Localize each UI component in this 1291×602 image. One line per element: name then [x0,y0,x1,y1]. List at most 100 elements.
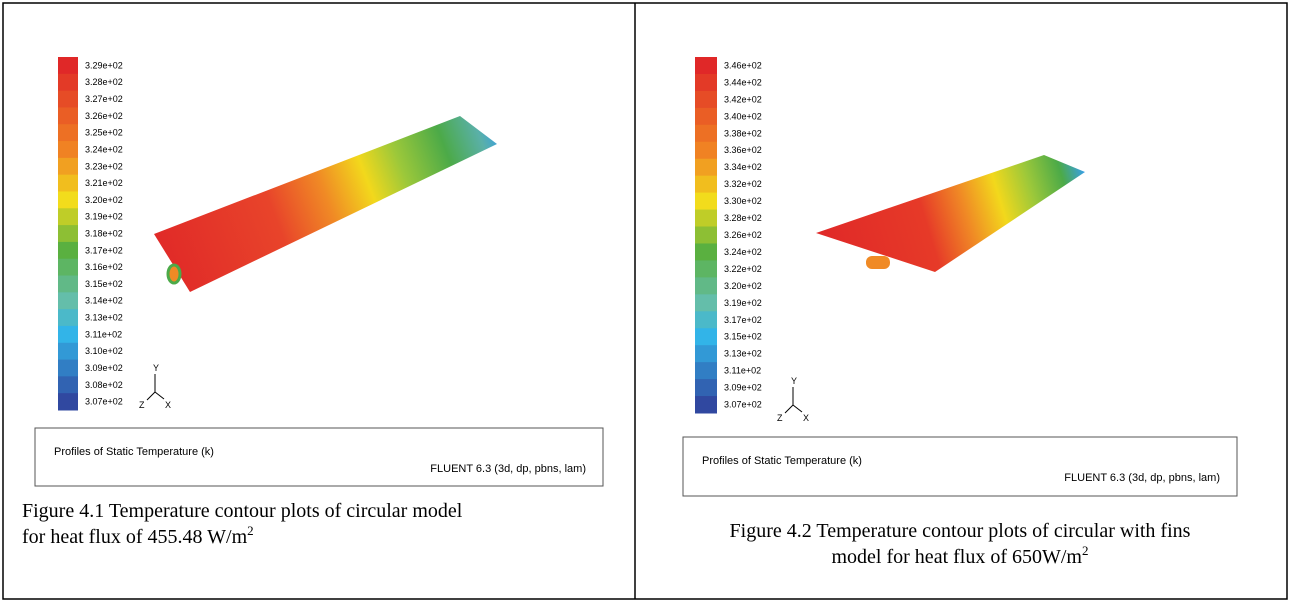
legend-swatch [695,142,717,159]
legend-label: 3.16e+02 [85,262,123,272]
legend-swatch [695,108,717,125]
legend-swatch [58,259,78,276]
legend-swatch [695,159,717,176]
caption-superscript: 2 [247,523,254,538]
legend-label: 3.20e+02 [85,195,123,205]
legend-swatch [58,393,78,410]
footer-solver: FLUENT 6.3 (3d, dp, pbns, lam) [1064,472,1220,484]
legend-swatch [58,225,78,242]
legend-label: 3.28e+02 [724,213,762,223]
axis-label: Z [777,413,783,423]
caption-line: model for heat flux of 650W/m2 [832,543,1089,568]
page: 3.29e+02 3.28e+02 3.27e+02 3.26e+02 3.25e+02… [0,0,1291,602]
legend-label: 3.24e+02 [85,144,123,154]
legend-swatch [695,379,717,396]
legend-swatch [695,328,717,345]
legend-label: 3.46e+02 [724,60,762,70]
caption-text: model for heat flux of 650W/m [832,546,1083,568]
axis-label: X [165,400,171,410]
legend-label: 3.15e+02 [724,332,762,342]
legend-label: 3.11e+02 [85,329,122,339]
legend-swatch [58,309,78,326]
axis-label: X [803,413,809,423]
axis-line [147,392,155,400]
footer-title: Profiles of Static Temperature (k) [702,455,862,467]
contour-plate [154,116,497,292]
legend-swatch [695,57,717,74]
legend-label: 3.23e+02 [85,161,123,171]
footer-solver: FLUENT 6.3 (3d, dp, pbns, lam) [430,463,586,475]
legend-label: 3.13e+02 [85,313,123,323]
legend-label: 3.19e+02 [85,212,123,222]
legend-label: 3.29e+02 [85,60,123,70]
caption-line: for heat flux of 455.48 W/m2 [22,523,254,548]
legend-swatch [695,227,717,244]
legend-swatch [58,175,78,192]
legend-swatch [695,277,717,294]
legend-swatch [58,276,78,293]
legend-label: 3.34e+02 [724,162,762,172]
footer-title: Profiles of Static Temperature (k) [54,446,214,458]
caption-text: for heat flux of 455.48 W/m [22,526,248,548]
caption-line: Figure 4.1 Temperature contour plots of … [22,500,463,522]
legend-swatch [58,191,78,208]
legend-label: 3.27e+02 [85,94,123,104]
legend-swatch [58,208,78,225]
axis-line [793,405,802,412]
tube [168,265,180,283]
legend-swatch [58,107,78,124]
legend-label: 3.14e+02 [85,296,123,306]
legend-label: 3.22e+02 [724,264,762,274]
legend-swatch [695,210,717,227]
legend-swatch [58,158,78,175]
caption-superscript: 2 [1082,543,1089,558]
legend-label: 3.07e+02 [85,397,123,407]
legend-swatch [58,124,78,141]
legend-swatch [695,294,717,311]
legend-swatch [695,260,717,277]
legend-label: 3.19e+02 [724,298,762,308]
legend-label: 3.15e+02 [85,279,123,289]
legend-label: 3.42e+02 [724,94,762,104]
legend-label: 3.13e+02 [724,349,762,359]
legend-label: 3.09e+02 [724,383,762,393]
legend-swatch [695,396,717,413]
axis-label: Y [791,376,797,386]
legend-label: 3.26e+02 [85,111,123,121]
legend-label: 3.07e+02 [724,400,762,410]
axis-label: Z [139,400,145,410]
legend-label: 3.20e+02 [724,281,762,291]
legend-label: 3.24e+02 [724,247,762,257]
legend-label: 3.17e+02 [85,245,123,255]
legend-label: 3.17e+02 [724,315,762,325]
legend-label: 3.11e+02 [724,366,761,376]
legend-swatch [695,176,717,193]
legend-swatch [58,242,78,259]
caption-line: Figure 4.2 Temperature contour plots of … [730,520,1191,542]
legend-label: 3.21e+02 [85,178,123,188]
legend-label: 3.09e+02 [85,363,123,373]
legend-swatch [58,343,78,360]
legend-label: 3.10e+02 [85,346,123,356]
legend-label: 3.30e+02 [724,196,762,206]
legend-swatch [58,292,78,309]
legend-label: 3.44e+02 [724,77,762,87]
axis-label: Y [153,363,159,373]
legend-swatch [695,125,717,142]
legend-swatch [695,345,717,362]
legend-swatch [58,57,78,74]
axis-line [155,392,164,399]
legend-swatch [695,74,717,91]
legend-swatch [58,141,78,158]
axis-line [785,405,793,413]
legend-label: 3.36e+02 [724,145,762,155]
legend-label: 3.25e+02 [85,128,123,138]
legend-swatch [58,360,78,377]
legend-label: 3.18e+02 [85,229,123,239]
contour-plate [816,155,1085,272]
legend-label: 3.40e+02 [724,111,762,121]
legend-label: 3.28e+02 [85,77,123,87]
legend-label: 3.32e+02 [724,179,762,189]
legend-swatch [695,362,717,379]
legend-swatch [695,91,717,108]
